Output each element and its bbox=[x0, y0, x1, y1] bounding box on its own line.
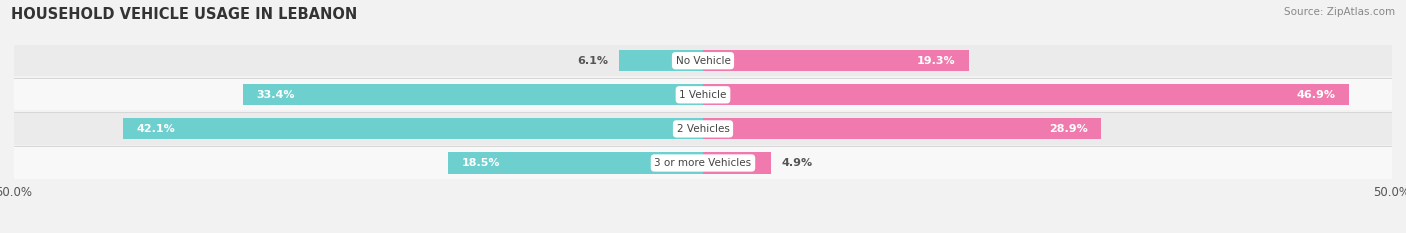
Text: 28.9%: 28.9% bbox=[1049, 124, 1087, 134]
Text: 19.3%: 19.3% bbox=[917, 56, 955, 66]
Bar bbox=[14, 147, 1392, 179]
Text: Source: ZipAtlas.com: Source: ZipAtlas.com bbox=[1284, 7, 1395, 17]
Text: 6.1%: 6.1% bbox=[576, 56, 607, 66]
Bar bbox=[619, 50, 703, 71]
Text: 3 or more Vehicles: 3 or more Vehicles bbox=[654, 158, 752, 168]
Text: HOUSEHOLD VEHICLE USAGE IN LEBANON: HOUSEHOLD VEHICLE USAGE IN LEBANON bbox=[11, 7, 357, 22]
Bar bbox=[703, 84, 1350, 105]
Text: 33.4%: 33.4% bbox=[256, 90, 295, 100]
Text: No Vehicle: No Vehicle bbox=[675, 56, 731, 66]
Text: 18.5%: 18.5% bbox=[461, 158, 501, 168]
Bar bbox=[14, 45, 1392, 76]
Text: 42.1%: 42.1% bbox=[136, 124, 176, 134]
Bar bbox=[243, 84, 703, 105]
Bar bbox=[703, 152, 770, 174]
Bar bbox=[122, 118, 703, 140]
Bar bbox=[14, 113, 1392, 144]
Text: 46.9%: 46.9% bbox=[1296, 90, 1336, 100]
Bar bbox=[703, 50, 969, 71]
Legend: Owner-occupied, Renter-occupied: Owner-occupied, Renter-occupied bbox=[581, 230, 825, 233]
Text: 1 Vehicle: 1 Vehicle bbox=[679, 90, 727, 100]
Bar bbox=[449, 152, 703, 174]
Bar bbox=[14, 79, 1392, 110]
Bar bbox=[703, 118, 1101, 140]
Text: 2 Vehicles: 2 Vehicles bbox=[676, 124, 730, 134]
Text: 4.9%: 4.9% bbox=[782, 158, 813, 168]
